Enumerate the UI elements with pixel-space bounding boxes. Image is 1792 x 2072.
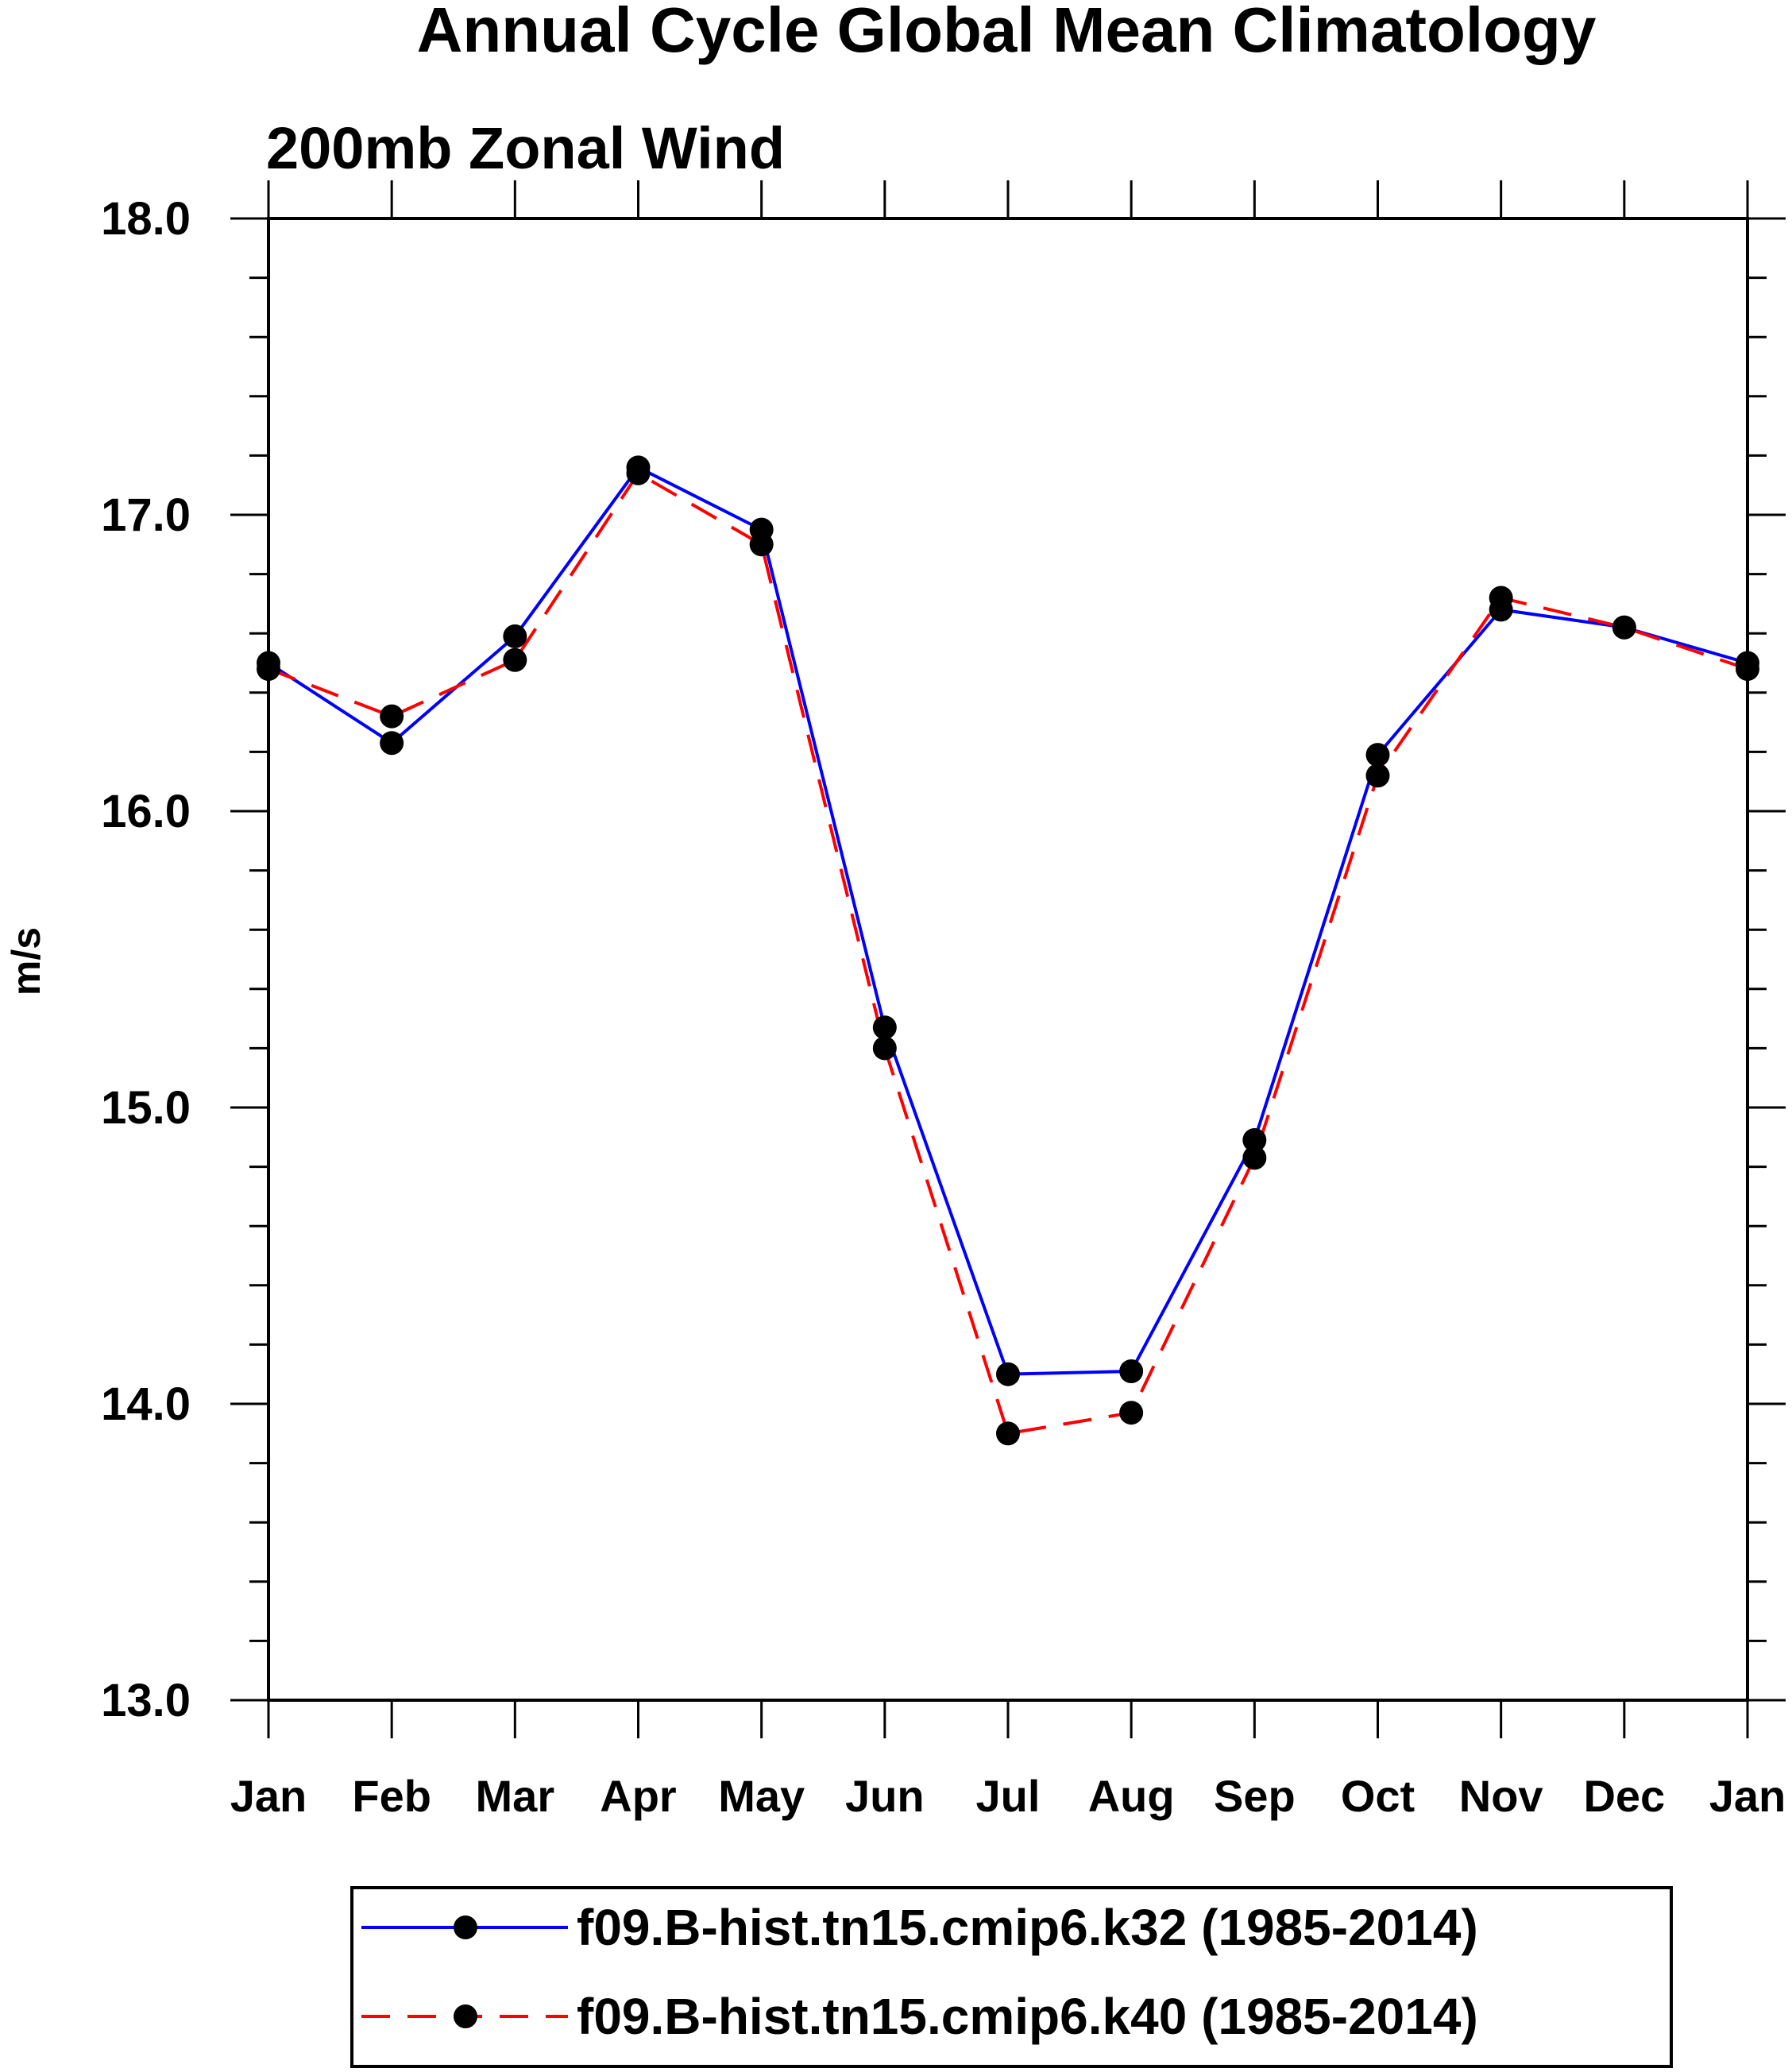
y-tick-label: 18.0 — [101, 193, 191, 245]
legend: f09.B-hist.tn15.cmip6.k32 (1985-2014) f0… — [350, 1886, 1673, 2068]
series-2-point — [1489, 586, 1513, 610]
legend-marker-series-2 — [454, 2004, 477, 2028]
series-1-point — [1242, 1128, 1267, 1153]
legend-marker-series-1 — [454, 1915, 477, 1939]
series-2-point — [1736, 656, 1759, 681]
series-group — [257, 455, 1759, 1446]
plot-frame — [267, 217, 1749, 1702]
y-tick-label: 16.0 — [101, 786, 191, 837]
chart-subtitle: 200mb Zonal Wind — [266, 115, 785, 181]
x-axis-tick-labels: Jan Feb Mar Apr May Jun Jul Aug Sep Oct Nov Dec Jan — [230, 1771, 1786, 1821]
plot-area — [267, 217, 1749, 1702]
y-tick-label: 14.0 — [101, 1378, 191, 1430]
legend-label-series-2: f09.B-hist.tn15.cmip6.k40 (1985-2014) — [577, 1988, 1478, 2045]
x-tick-label: Jul — [976, 1771, 1041, 1821]
series-2-point — [1365, 763, 1390, 788]
series-2-point — [503, 648, 527, 672]
legend-box — [350, 1886, 1673, 2068]
x-tick-label: May — [718, 1771, 805, 1821]
y-axis-tick-labels: 13.0 14.0 15.0 16.0 17.0 18.0 — [101, 193, 191, 1726]
chart-title: Annual Cycle Global Mean Climatology — [417, 0, 1597, 65]
series-1-point — [503, 624, 527, 648]
series-1-point — [872, 1015, 897, 1040]
series-2-point — [1612, 615, 1636, 640]
series-2-point — [872, 1036, 897, 1061]
series-2-point — [1119, 1401, 1144, 1425]
legend-label-series-1: f09.B-hist.tn15.cmip6.k32 (1985-2014) — [577, 1899, 1478, 1956]
series-2-point — [626, 461, 651, 485]
series-line-2 — [268, 471, 1748, 1436]
y-axis-label: m/s — [4, 927, 48, 995]
series-2-point — [257, 656, 280, 681]
x-tick-label: Nov — [1459, 1771, 1543, 1821]
y-tick-label: 13.0 — [101, 1675, 191, 1726]
x-tick-label: Sep — [1214, 1771, 1296, 1821]
series-1-point — [1365, 743, 1390, 767]
x-tick-label: Mar — [476, 1771, 555, 1821]
series-2-point — [380, 704, 404, 729]
series-2-point — [1242, 1146, 1267, 1170]
series-1-point — [380, 731, 404, 756]
x-tick-label: Feb — [352, 1771, 431, 1821]
x-tick-label: Jun — [845, 1771, 925, 1821]
series-1-point — [1119, 1359, 1144, 1383]
x-tick-label: Jan — [230, 1771, 307, 1821]
series-2-point — [749, 532, 774, 557]
x-tick-label: Jan — [1709, 1771, 1786, 1821]
x-tick-label: Oct — [1341, 1771, 1415, 1821]
y-tick-label: 15.0 — [101, 1082, 191, 1134]
x-tick-label: Dec — [1583, 1771, 1665, 1821]
axis-ticks — [230, 180, 1786, 1738]
x-tick-label: Apr — [600, 1771, 676, 1821]
series-1-point — [996, 1362, 1020, 1386]
series-2-point — [996, 1421, 1020, 1446]
x-tick-label: Aug — [1088, 1771, 1175, 1821]
y-tick-label: 17.0 — [101, 489, 191, 541]
